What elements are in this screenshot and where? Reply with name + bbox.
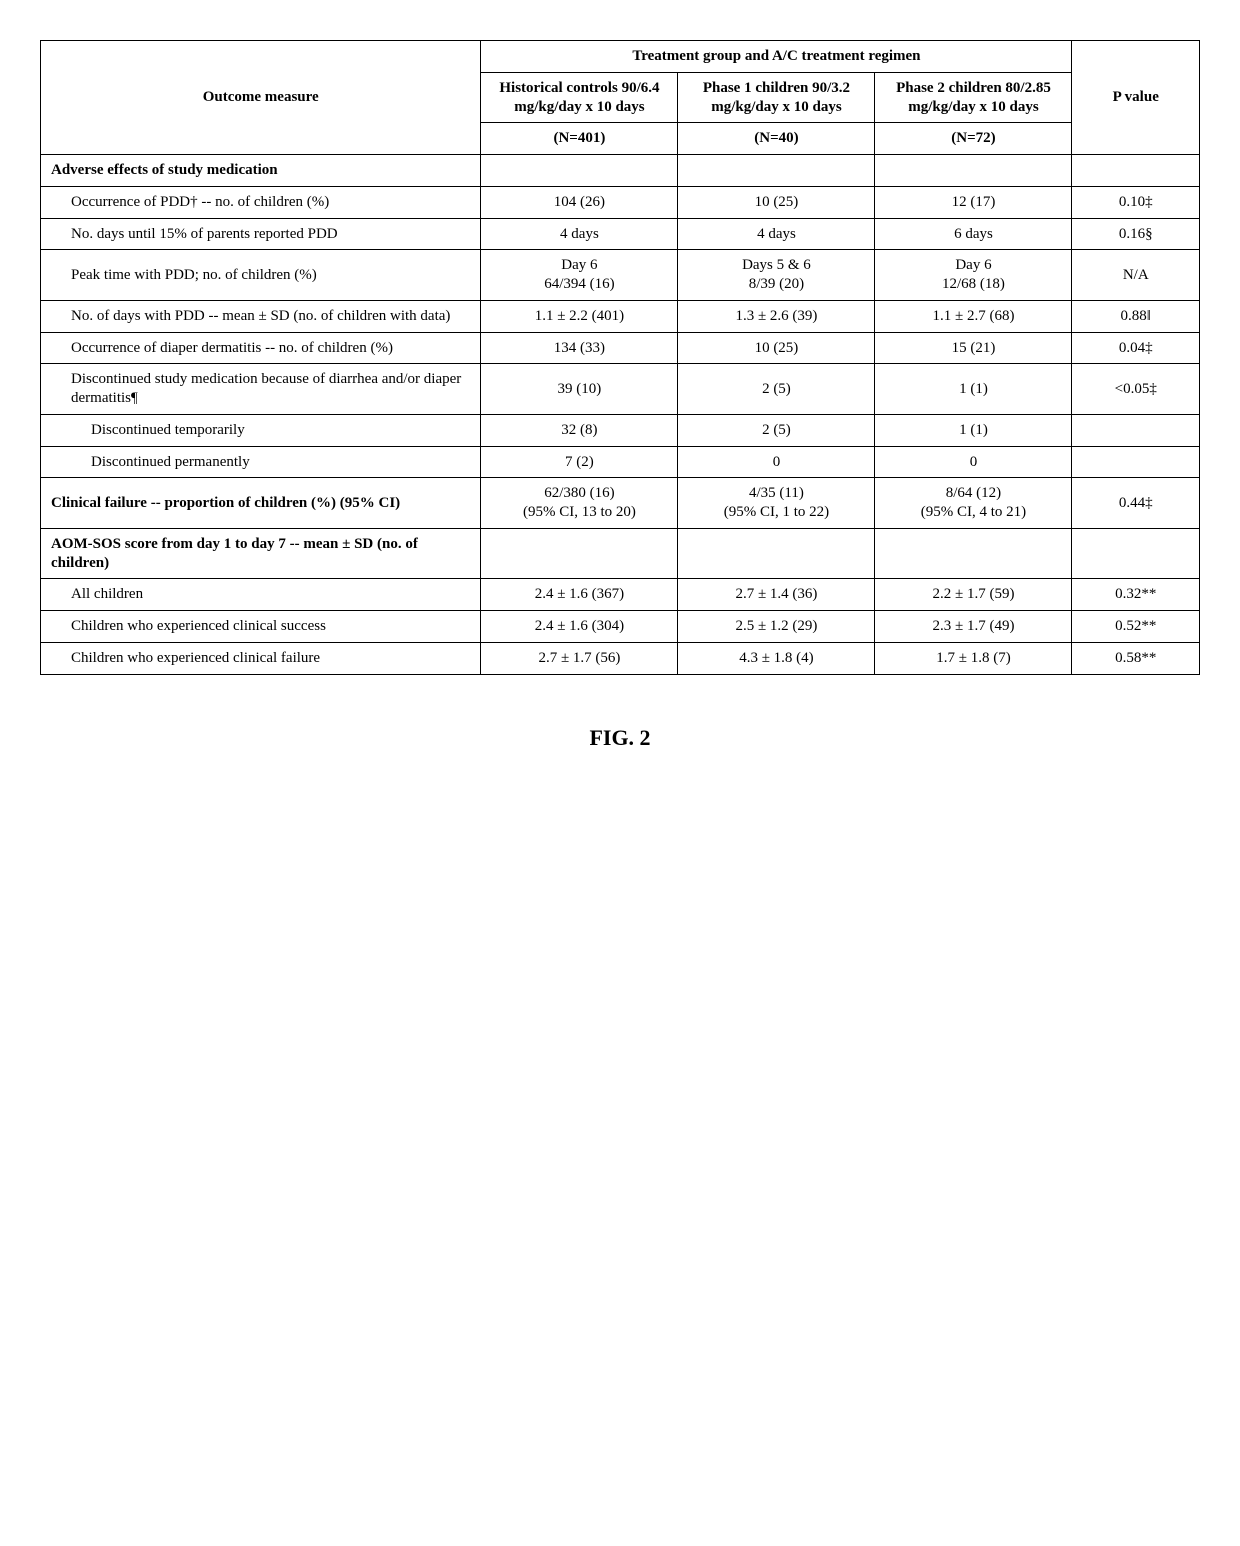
row-label: Discontinued permanently [41,446,481,478]
header-historical-n: (N=401) [481,123,678,155]
cell-phase2: 1 (1) [875,364,1072,415]
cell-historical: 1.1 ± 2.2 (401) [481,300,678,332]
row-label: All children [41,579,481,611]
cell-phase1: 2 (5) [678,414,875,446]
cell-historical: 4 days [481,218,678,250]
row-label: AOM-SOS score from day 1 to day 7 -- mea… [41,528,481,579]
cell-historical: 2.7 ± 1.7 (56) [481,642,678,674]
cell-pvalue: 0.58** [1072,642,1200,674]
table-row: All children2.4 ± 1.6 (367)2.7 ± 1.4 (36… [41,579,1200,611]
cell-phase1: 2 (5) [678,364,875,415]
table-row: Discontinued study medication because of… [41,364,1200,415]
cell-phase1: 4/35 (11)(95% CI, 1 to 22) [678,478,875,529]
cell-pvalue: 0.16§ [1072,218,1200,250]
cell-phase2: 6 days [875,218,1072,250]
cell-phase2: 1.1 ± 2.7 (68) [875,300,1072,332]
cell-pvalue [1072,414,1200,446]
cell-phase1: 10 (25) [678,186,875,218]
cell-phase2: 15 (21) [875,332,1072,364]
cell-phase1: 4.3 ± 1.8 (4) [678,642,875,674]
row-label: No. of days with PDD -- mean ± SD (no. o… [41,300,481,332]
row-label: Clinical failure -- proportion of childr… [41,478,481,529]
header-phase2-n: (N=72) [875,123,1072,155]
table-row: Children who experienced clinical failur… [41,642,1200,674]
table-row: Occurrence of diaper dermatitis -- no. o… [41,332,1200,364]
cell-phase2: Day 612/68 (18) [875,250,1072,301]
table-row: Occurrence of PDD† -- no. of children (%… [41,186,1200,218]
cell-phase2: 1.7 ± 1.8 (7) [875,642,1072,674]
cell-phase1: 10 (25) [678,332,875,364]
cell-historical: 104 (26) [481,186,678,218]
table-row: AOM-SOS score from day 1 to day 7 -- mea… [41,528,1200,579]
results-table: Outcome measure Treatment group and A/C … [40,40,1200,675]
cell-pvalue: 0.44‡ [1072,478,1200,529]
cell-phase1: 4 days [678,218,875,250]
cell-historical: 7 (2) [481,446,678,478]
cell-phase1: 2.5 ± 1.2 (29) [678,611,875,643]
cell-historical: Day 664/394 (16) [481,250,678,301]
row-label: Occurrence of PDD† -- no. of children (%… [41,186,481,218]
cell-phase2: 0 [875,446,1072,478]
table-row: Peak time with PDD; no. of children (%)D… [41,250,1200,301]
table-row: No. days until 15% of parents reported P… [41,218,1200,250]
cell-historical: 134 (33) [481,332,678,364]
header-phase1: Phase 1 children 90/3.2 mg/kg/day x 10 d… [678,72,875,123]
cell-phase2: 2.2 ± 1.7 (59) [875,579,1072,611]
row-label: Occurrence of diaper dermatitis -- no. o… [41,332,481,364]
cell-phase1: 0 [678,446,875,478]
cell-historical [481,155,678,187]
cell-pvalue: 0.52** [1072,611,1200,643]
table-row: Clinical failure -- proportion of childr… [41,478,1200,529]
table-row: Discontinued temporarily32 (8)2 (5)1 (1) [41,414,1200,446]
cell-pvalue: <0.05‡ [1072,364,1200,415]
table-container: Outcome measure Treatment group and A/C … [40,40,1200,675]
cell-phase1 [678,155,875,187]
row-label: Discontinued study medication because of… [41,364,481,415]
table-row: Children who experienced clinical succes… [41,611,1200,643]
header-phase1-n: (N=40) [678,123,875,155]
cell-historical [481,528,678,579]
cell-phase2: 1 (1) [875,414,1072,446]
cell-phase1: Days 5 & 68/39 (20) [678,250,875,301]
header-phase2: Phase 2 children 80/2.85 mg/kg/day x 10 … [875,72,1072,123]
header-pvalue: P value [1072,41,1200,155]
header-spanner: Treatment group and A/C treatment regime… [481,41,1072,73]
cell-phase2: 12 (17) [875,186,1072,218]
cell-phase2 [875,528,1072,579]
figure-label: FIG. 2 [40,725,1200,751]
cell-pvalue: 0.10‡ [1072,186,1200,218]
cell-pvalue: 0.04‡ [1072,332,1200,364]
cell-pvalue: N/A [1072,250,1200,301]
row-label: Children who experienced clinical succes… [41,611,481,643]
table-row: No. of days with PDD -- mean ± SD (no. o… [41,300,1200,332]
cell-phase1: 1.3 ± 2.6 (39) [678,300,875,332]
header-historical: Historical controls 90/6.4 mg/kg/day x 1… [481,72,678,123]
cell-historical: 39 (10) [481,364,678,415]
cell-historical: 32 (8) [481,414,678,446]
row-label: Discontinued temporarily [41,414,481,446]
cell-phase2 [875,155,1072,187]
header-outcome: Outcome measure [41,41,481,155]
cell-historical: 2.4 ± 1.6 (304) [481,611,678,643]
cell-historical: 62/380 (16)(95% CI, 13 to 20) [481,478,678,529]
cell-pvalue [1072,155,1200,187]
cell-pvalue [1072,446,1200,478]
cell-phase1 [678,528,875,579]
cell-phase2: 2.3 ± 1.7 (49) [875,611,1072,643]
table-row: Discontinued permanently7 (2)00 [41,446,1200,478]
cell-pvalue: 0.88‖ [1072,300,1200,332]
cell-phase2: 8/64 (12)(95% CI, 4 to 21) [875,478,1072,529]
cell-pvalue [1072,528,1200,579]
cell-phase1: 2.7 ± 1.4 (36) [678,579,875,611]
row-label: Peak time with PDD; no. of children (%) [41,250,481,301]
cell-historical: 2.4 ± 1.6 (367) [481,579,678,611]
cell-pvalue: 0.32** [1072,579,1200,611]
row-label: Adverse effects of study medication [41,155,481,187]
row-label: No. days until 15% of parents reported P… [41,218,481,250]
row-label: Children who experienced clinical failur… [41,642,481,674]
table-row: Adverse effects of study medication [41,155,1200,187]
